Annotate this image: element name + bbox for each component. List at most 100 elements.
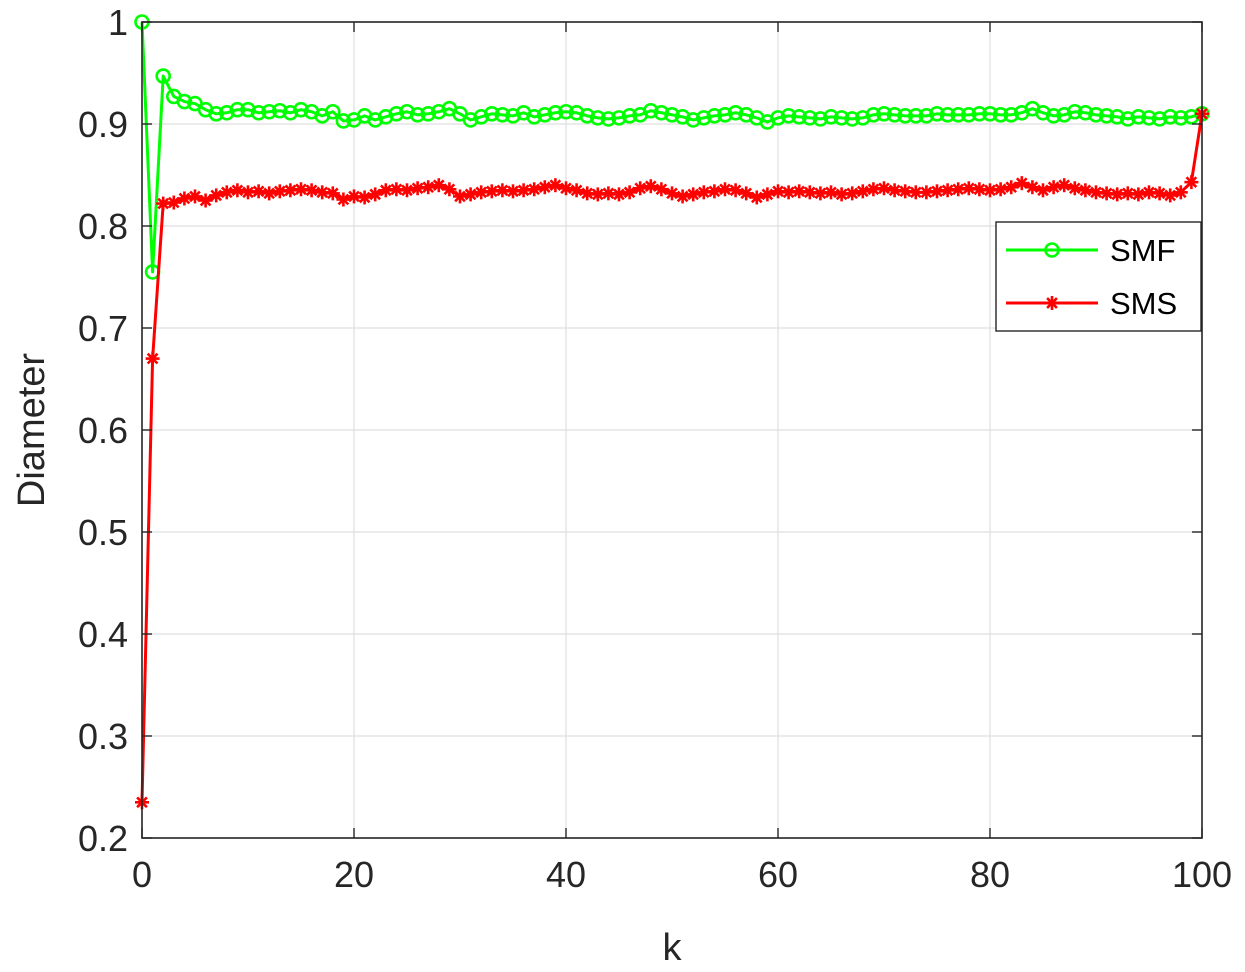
data-point-smf [1003,107,1020,123]
data-point-smf [1109,109,1125,125]
data-point-sms [1173,185,1188,200]
data-point-sms [219,185,234,200]
data-point-smf [430,103,447,120]
data-point-smf [409,107,426,123]
data-point-sms [400,183,414,198]
y-tick-label: 0.3 [78,716,128,757]
data-point-smf [155,68,171,84]
data-point-sms [198,193,213,208]
data-point-sms [251,184,266,199]
data-point-sms [845,186,860,201]
data-point-sms [209,188,224,203]
data-point-smf [261,103,278,120]
data-point-sms [463,187,478,202]
data-point-smf [653,104,670,121]
legend-marker-smf [1044,242,1060,258]
data-point-sms [739,186,754,201]
data-point-sms [368,187,383,202]
data-point-smf [271,102,288,119]
data-point-sms [728,183,743,198]
data-point-sms [272,184,287,199]
data-point-smf [992,107,1009,123]
data-point-sms [357,190,372,205]
data-point-sms [537,180,552,195]
data-point-smf [176,93,193,110]
y-tick-label: 0.9 [78,104,128,145]
data-point-sms [612,187,626,202]
data-point-sms [749,190,764,205]
data-point-smf [1151,111,1168,127]
data-point-sms [177,191,192,206]
data-point-smf [600,111,617,127]
data-point-smf [494,107,511,123]
data-point-sms [813,186,828,201]
data-point-sms [336,192,351,207]
data-point-smf [717,107,733,123]
series-layer [134,14,1210,810]
data-point-smf [505,108,521,124]
data-point-smf [536,107,553,123]
legend-label-smf: SMF [1110,233,1175,268]
data-point-smf [473,109,490,125]
data-point-smf [844,111,861,127]
data-point-sms [262,186,277,201]
data-point-smf [589,110,606,126]
x-tick-label: 40 [546,854,586,895]
data-point-smf [208,106,224,122]
data-point-smf [1045,108,1062,124]
data-point-sms [1120,186,1135,201]
data-point-smf [293,101,309,118]
data-point-sms [1131,187,1146,202]
data-point-smf [1162,109,1178,125]
data-point-sms [527,182,542,197]
data-point-smf [1120,111,1136,127]
x-tick-labels: 0 20 40 60 80 100 [132,854,1232,895]
data-point-sms [325,186,340,201]
data-point-sms [1163,188,1178,203]
data-point-sms [993,182,1008,197]
data-point-smf [886,107,903,123]
data-point-smf [579,108,596,124]
data-point-smf [240,101,256,118]
legend-box [995,221,1202,332]
data-point-smf [907,108,924,124]
data-point-sms [1152,186,1167,201]
data-point-sms [1025,180,1040,195]
legend: SMF SMS [995,221,1202,332]
data-point-sms [908,185,923,200]
data-point-smf [642,102,659,119]
data-point-sms [559,181,573,196]
data-point-sms [442,182,457,197]
data-point-smf [918,108,935,124]
data-point-sms [824,185,838,200]
legend-label-sms: SMS [1110,286,1177,321]
data-point-sms [304,183,319,198]
series-smf [134,14,1210,280]
data-point-smf [547,104,564,121]
data-point-smf [420,106,437,122]
data-point-sms [230,183,245,198]
data-point-sms [431,178,446,193]
data-point-sms [1046,180,1061,195]
data-point-sms [601,186,616,201]
data-point-smf [335,113,352,129]
data-point-smf [876,106,892,122]
data-point-smf [982,106,998,122]
data-point-sms [877,181,891,196]
data-point-smf [950,107,967,123]
y-tick-label: 1 [108,2,128,43]
data-point-smf [1056,107,1072,123]
data-point-smf [367,112,384,128]
data-point-sms [1057,178,1072,193]
data-point-smf [801,110,818,126]
data-point-smf [324,103,341,120]
data-point-smf [971,106,988,122]
data-point-sms [1067,181,1082,196]
y-tick-label: 0.4 [78,614,128,655]
data-point-smf [526,109,543,125]
legend-marker-sms [1045,296,1059,310]
data-point-sms [622,185,637,200]
data-point-sms [1014,176,1029,191]
data-point-smf [664,107,680,123]
